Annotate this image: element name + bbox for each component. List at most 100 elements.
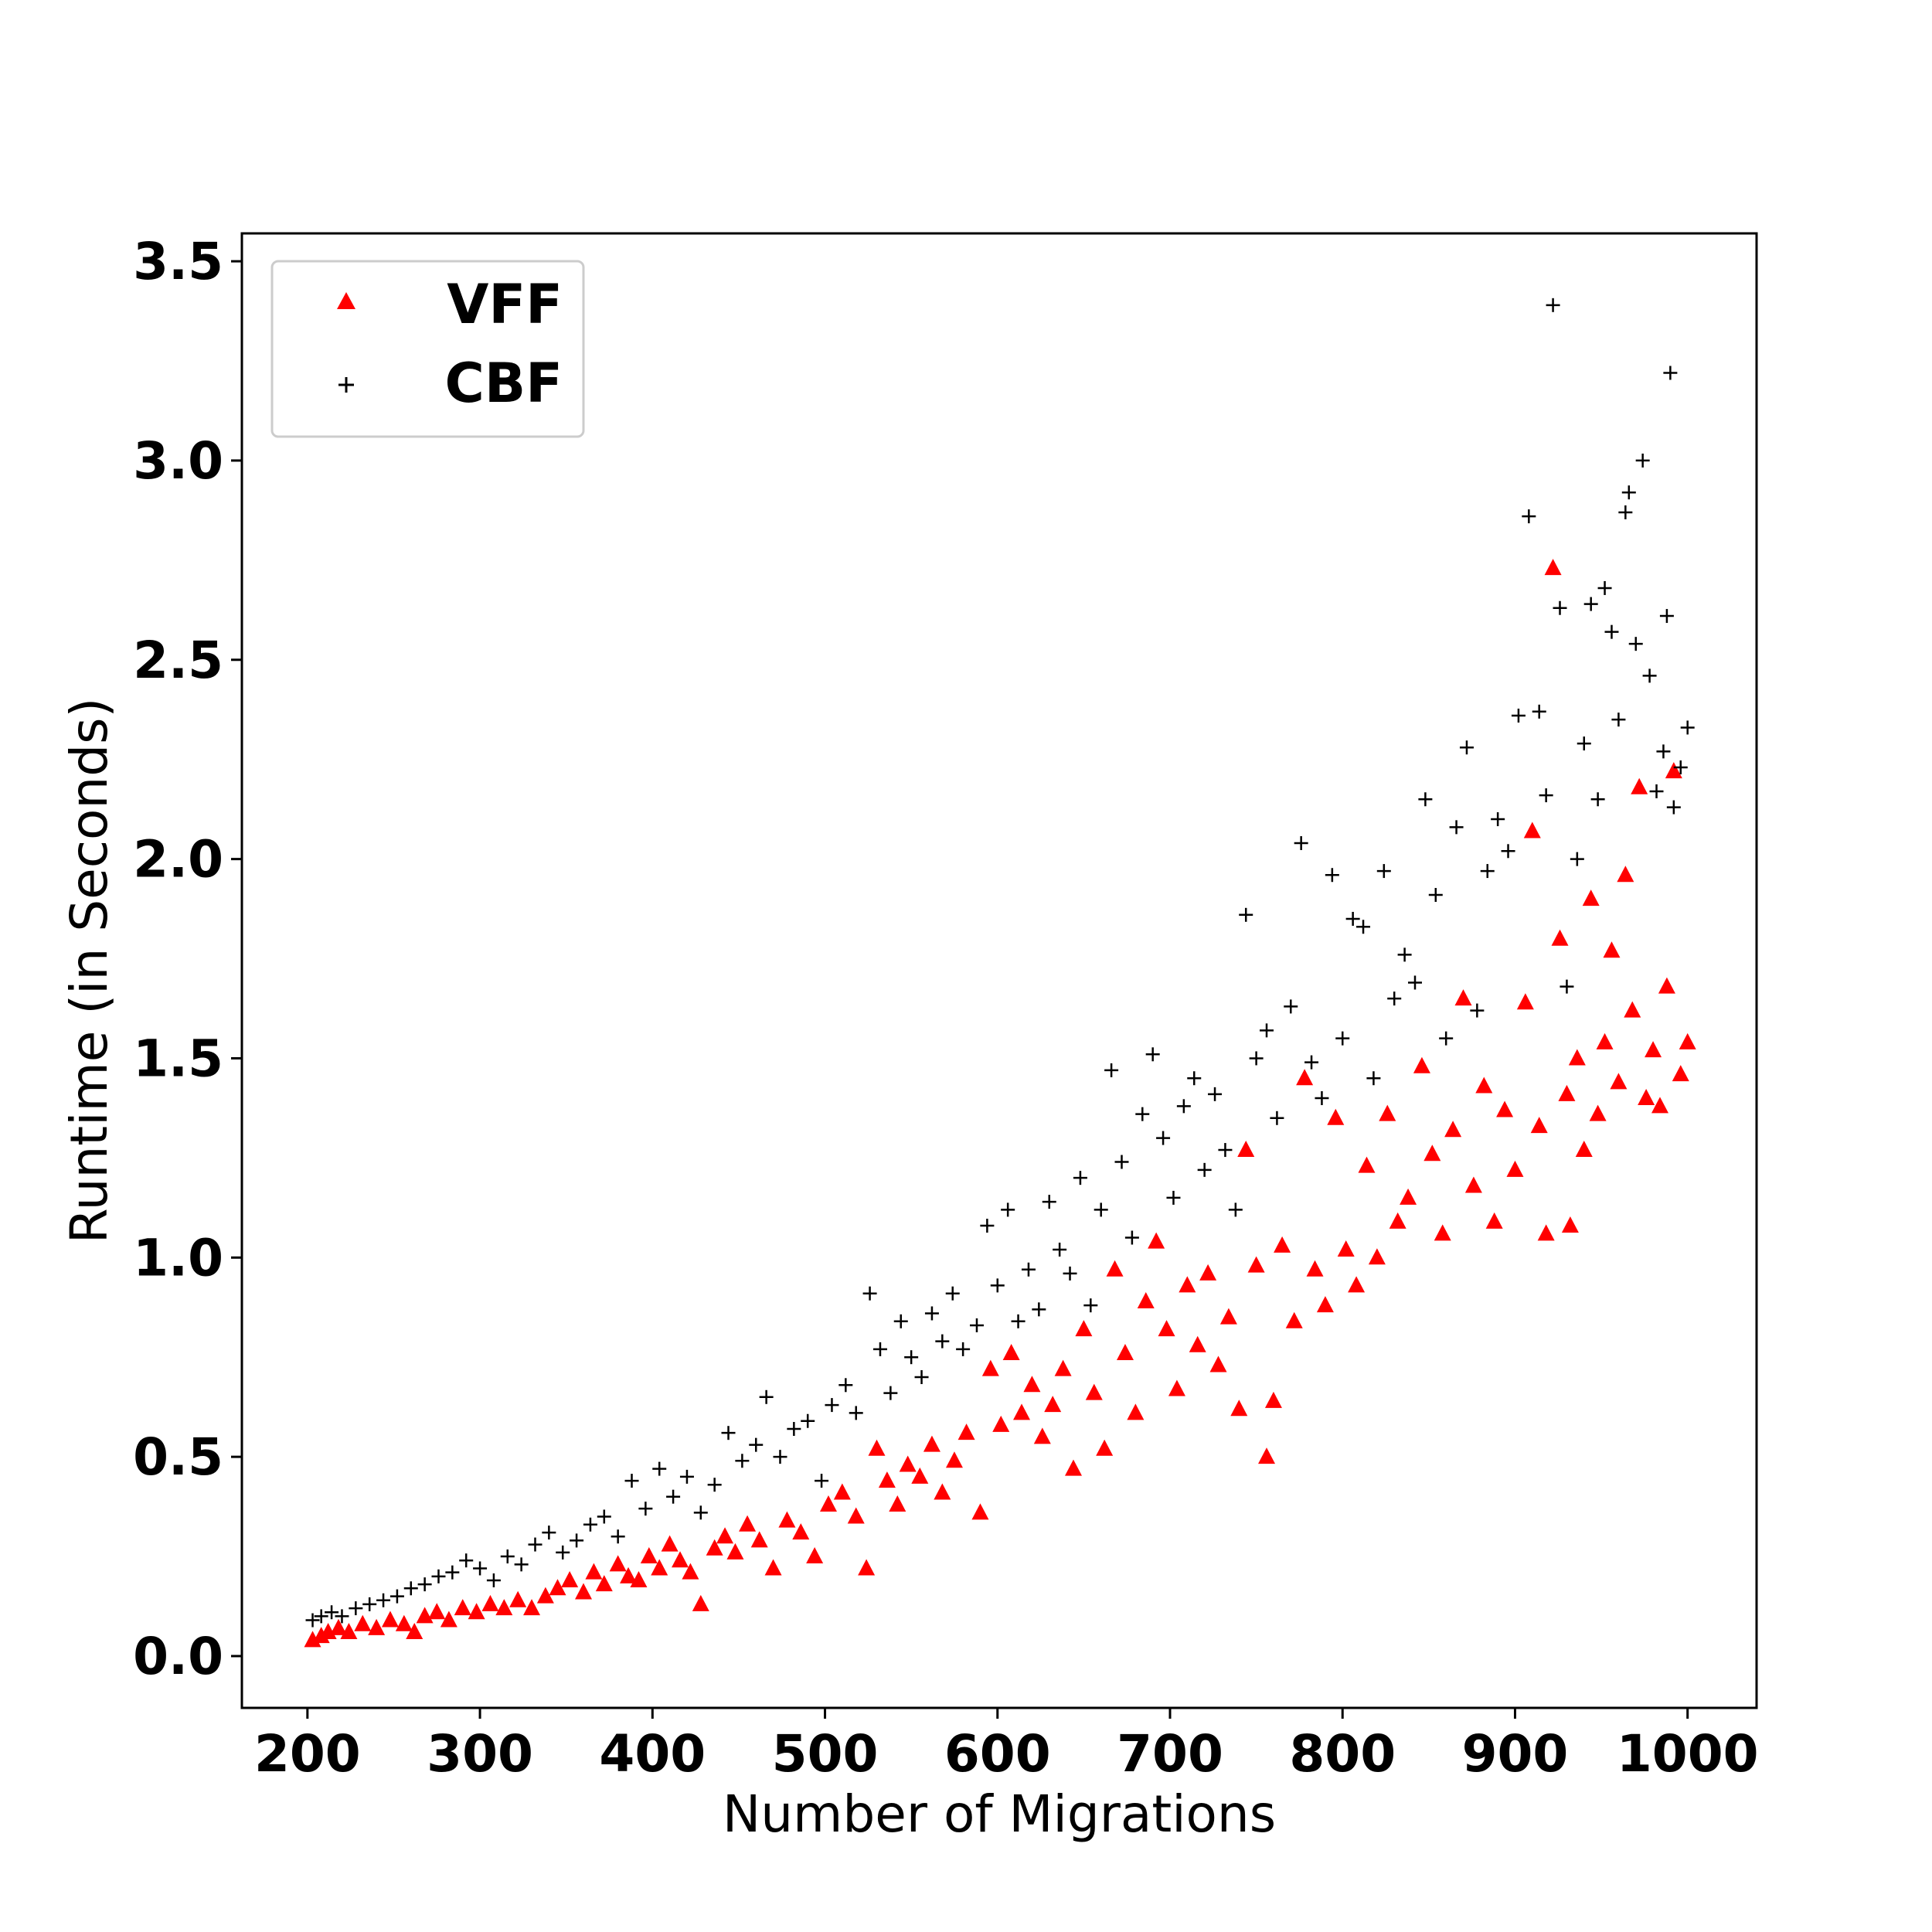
vff-point [1523,821,1541,838]
vff-point [806,1547,824,1564]
cbf-point [787,1422,801,1437]
cbf-point [1511,708,1526,723]
cbf-point [1480,864,1495,879]
vff-point [1537,1224,1555,1241]
vff-point [934,1483,951,1500]
vff-point [1158,1320,1175,1337]
cbf-point [1376,864,1391,879]
vff-point [1179,1276,1196,1293]
cbf-point [1628,637,1643,651]
cbf-point [914,1369,929,1384]
cbf-point [1032,1302,1046,1317]
legend-cbf-label: CBF [444,352,563,415]
vff-point [1368,1248,1386,1265]
cbf-point [883,1386,898,1400]
cbf-point [1304,1055,1319,1070]
y-axis-label: Runtime (in Seconds) [60,698,119,1244]
vff-point [1023,1376,1041,1393]
vff-point [1085,1383,1103,1400]
vff-point [981,1359,999,1376]
cbf-point [1366,1071,1381,1086]
vff-point [1624,1001,1641,1018]
cbf-point [1418,792,1433,807]
cbf-point [1315,1091,1329,1106]
vff-point [992,1415,1010,1432]
cbf-point [1218,1143,1233,1158]
vff-point [1638,1089,1655,1106]
vff-point [340,1623,358,1640]
cbf-point [1094,1202,1108,1217]
vff-point [1434,1224,1451,1241]
cbf-point [1387,992,1402,1006]
series-cbf [305,298,1695,1628]
cbf-point [849,1406,863,1420]
legend: VFF CBF [270,260,585,438]
vff-point [595,1575,613,1592]
vff-point [1306,1260,1324,1277]
vff-point [899,1455,917,1472]
vff-point [1219,1308,1237,1325]
vff-point [1189,1335,1206,1352]
cbf-point [1663,366,1678,380]
vff-point [1316,1296,1334,1313]
cbf-point [624,1474,639,1488]
cbf-point [314,1609,328,1624]
cbf-point [1522,509,1536,524]
cbf-point [1604,624,1619,639]
y-tick-label: 3.0 [133,431,223,491]
x-tick-label: 900 [1462,1724,1569,1784]
vff-point [651,1559,668,1576]
cbf-point [1621,485,1636,500]
plot-marks [304,298,1696,1648]
cbf-point [838,1378,853,1393]
vff-point [1558,1084,1576,1101]
cbf-point [1124,1230,1139,1245]
vff-point [536,1587,554,1604]
cbf-point [1083,1298,1098,1313]
cbf-point [679,1469,694,1484]
cbf-point [1407,975,1422,990]
cbf-point [904,1350,919,1365]
cbf-point [1135,1107,1150,1121]
vff-point [1582,889,1600,906]
cbf-point [893,1314,908,1328]
vff-point [1506,1160,1524,1177]
cbf-point [1642,668,1657,683]
y-tick-label: 1.0 [133,1228,223,1287]
vff-point [1013,1403,1031,1420]
cbf-point [349,1601,363,1616]
vff-point [957,1423,975,1440]
cbf-point [611,1529,625,1544]
vff-point [1400,1188,1417,1205]
vff-point [1423,1145,1441,1162]
vff-point [620,1566,638,1583]
vff-point [1116,1344,1134,1361]
cbf-point [1583,597,1598,611]
cbf-point [1659,609,1674,624]
vff-point [1672,1065,1689,1082]
cbf-point [872,1342,887,1356]
cbf-point [1073,1171,1087,1185]
vff-point [1413,1056,1430,1073]
x-tick-label: 500 [772,1724,879,1784]
cbf-point [1270,1111,1284,1125]
vff-point [354,1614,372,1631]
cbf-point [1228,1202,1243,1217]
cbf-point [862,1286,877,1301]
cbf-point [335,1609,349,1624]
vff-point [1596,1032,1614,1049]
cbf-point [1284,999,1298,1014]
cbf-point [773,1450,787,1464]
vff-point [945,1451,963,1468]
cbf-point [945,1286,960,1301]
cbf-point [1491,812,1505,827]
cbf-point [1011,1314,1026,1328]
vff-point [1551,929,1569,946]
cbf-point [1501,844,1515,859]
vff-point [640,1547,658,1564]
vff-point [971,1503,989,1520]
cbf-point [1597,580,1612,595]
vff-point [1658,977,1675,994]
vff-point [778,1511,796,1528]
cbf-point [652,1461,667,1476]
